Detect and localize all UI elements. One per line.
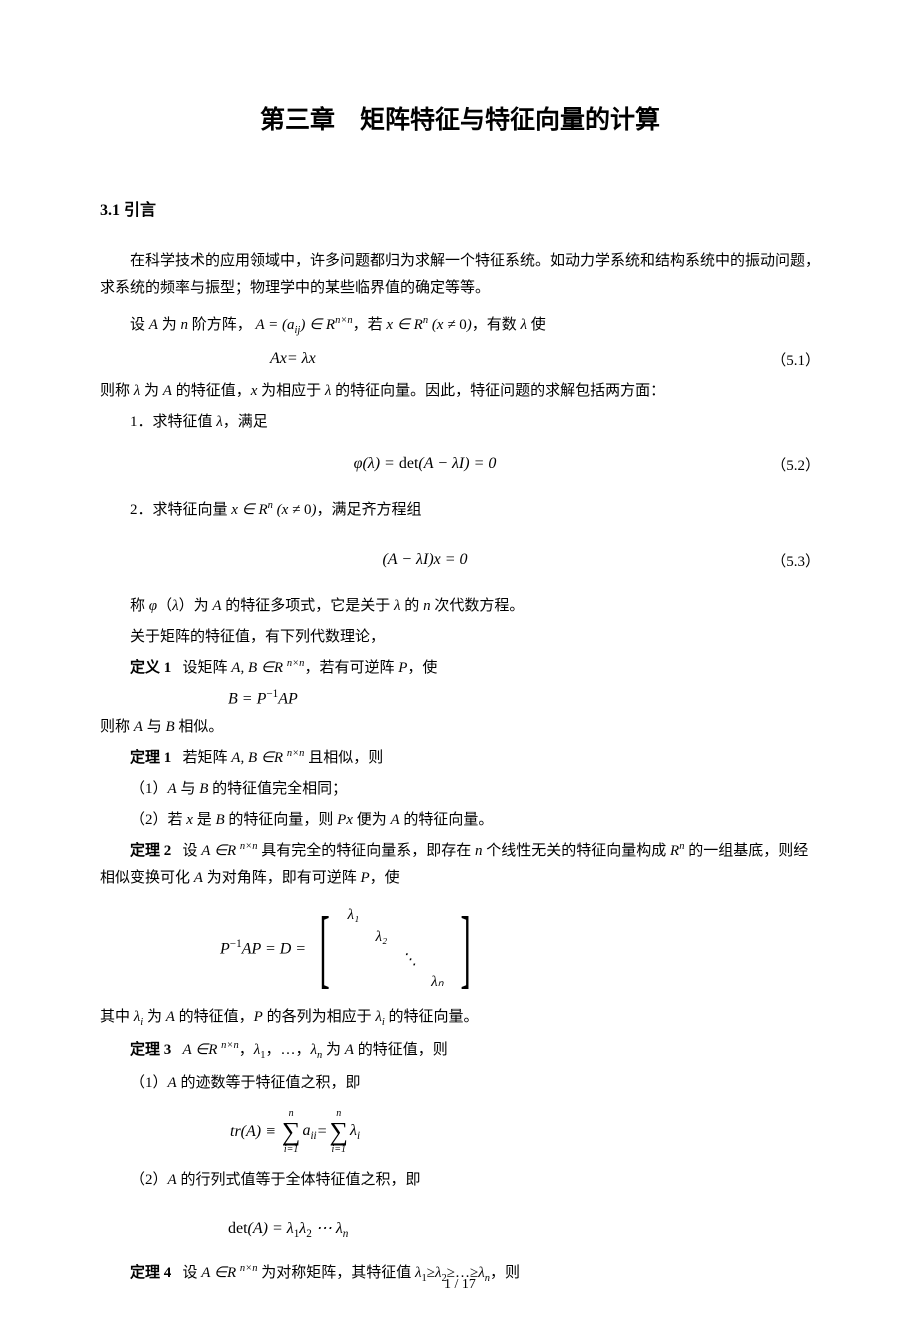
paragraph: 称 φ（λ）为 A 的特征多项式，它是关于 λ 的 n 次代数方程。 <box>100 593 820 620</box>
page-number: 1 / 17 <box>0 1277 920 1293</box>
sum-body: λi <box>350 1122 360 1142</box>
sum-body: aii <box>302 1122 316 1142</box>
equation-number: （5.2） <box>750 454 820 475</box>
right-bracket-icon: ] <box>461 909 471 988</box>
eq-mid: = <box>317 1123 328 1141</box>
paragraph: 关于矩阵的特征值，有下列代数理论， <box>100 624 820 651</box>
text: ，若 <box>353 317 387 333</box>
theorem-label: 定理 1 <box>130 750 171 766</box>
sum-lower: i=1 <box>284 1145 299 1155</box>
equation-number: （5.1） <box>750 349 820 370</box>
theorem-1-item-2: （2）若 x 是 B 的特征向量，则 Px 便为 A 的特征向量。 <box>100 807 820 834</box>
paragraph-intro: 在科学技术的应用领域中，许多问题都归为求解一个特征系统。如动力学系统和结构系统中… <box>100 248 820 302</box>
equation-5-2: φ(λ) = det(A − λI) = 0 （5.2） <box>100 454 820 475</box>
section-heading: 3.1 引言 <box>100 196 820 220</box>
equation-5-1: Ax= λx （5.1） <box>100 349 820 370</box>
definition-1: 定义 1 设矩阵 A, B ∈R n×n，若有可逆阵 P，使 <box>100 655 820 682</box>
theorem-1: 定理 1 若矩阵 A, B ∈R n×n 且相似，则 <box>100 745 820 772</box>
definition-1-eq: B = P−1AP <box>100 688 820 708</box>
sigma-icon: n ∑ i=1 <box>282 1109 301 1155</box>
equation-body: φ(λ) = det(A − λI) = 0 <box>100 455 750 473</box>
theorem-2-matrix: P−1AP = D = [ λ₁ λ₂ ⋱ λₙ ] <box>220 904 820 992</box>
theorem-1-item-1: （1）A 与 B 的特征值完全相同； <box>100 776 820 803</box>
definition-label: 定义 1 <box>130 660 171 676</box>
list-item-1: 1．求特征值 λ，满足 <box>100 409 820 436</box>
matrix-cell: λ₁ <box>348 907 360 924</box>
theorem-2: 定理 2 设 A ∈R n×n 具有完全的特征向量系，即存在 n 个线性无关的特… <box>100 838 820 892</box>
matrix-cells: λ₁ λ₂ ⋱ λₙ <box>339 904 451 992</box>
text: ，有数 <box>472 317 521 333</box>
text: 使 <box>527 317 546 333</box>
var-A: A <box>149 317 158 333</box>
matrix-cell: ⋱ <box>402 950 417 969</box>
theorem-label: 定理 3 <box>130 1042 171 1058</box>
theorem-label: 定理 2 <box>130 843 171 859</box>
eq-lhs: tr(A) ≡ <box>230 1123 280 1141</box>
chapter-title: 第三章 矩阵特征与特征向量的计算 <box>100 100 820 136</box>
math-expr: x ∈ Rn (x ≠ 0) <box>386 317 471 333</box>
math-expr: A = (aij) ∈ Rn×n <box>255 317 352 333</box>
paragraph-setup: 设 A 为 n 阶方阵， A = (aij) ∈ Rn×n，若 x ∈ Rn (… <box>100 312 820 341</box>
matrix-cell: λₙ <box>431 972 443 991</box>
theorem-2-tail: 其中 λi 为 A 的特征值，P 的各列为相应于 λi 的特征向量。 <box>100 1004 820 1033</box>
theorem-3-equation-1: tr(A) ≡ n ∑ i=1 aii = n ∑ i=1 λi <box>230 1109 820 1155</box>
equation-5-3: (A − λI)x = 0 （5.3） <box>100 550 820 571</box>
theorem-3: 定理 3 A ∈R n×n，λ1，…，λn 为 A 的特征值，则 <box>100 1037 820 1066</box>
definition-1-tail: 则称 A 与 B 相似。 <box>100 714 820 741</box>
matrix-lhs: P−1AP = D = <box>220 938 310 958</box>
list-item-2: 2．求特征向量 x ∈ Rn (x ≠ 0)，满足齐方程组 <box>100 497 820 524</box>
text: 阶方阵， <box>188 317 252 333</box>
var-n: n <box>180 317 188 333</box>
left-bracket-icon: [ <box>320 909 330 988</box>
equation-body: Ax= λx <box>100 350 750 368</box>
theorem-3-item-2: （2）A 的行列式值等于全体特征值之积，即 <box>100 1167 820 1194</box>
text: 设 <box>130 317 149 333</box>
equation-body: (A − λI)x = 0 <box>100 551 750 569</box>
equation-number: （5.3） <box>750 550 820 571</box>
theorem-3-equation-2: det(A) = λ1λ2 ⋯ λn <box>100 1218 820 1240</box>
paragraph: 则称 λ 为 A 的特征值，x 为相应于 λ 的特征向量。因此，特征问题的求解包… <box>100 378 820 405</box>
matrix-cell: λ₂ <box>376 929 388 946</box>
sum-lower: i=1 <box>331 1145 346 1155</box>
theorem-3-item-1: （1）A 的迹数等于特征值之积，即 <box>100 1070 820 1097</box>
sigma-icon: n ∑ i=1 <box>329 1109 348 1155</box>
text: 为 <box>158 317 181 333</box>
